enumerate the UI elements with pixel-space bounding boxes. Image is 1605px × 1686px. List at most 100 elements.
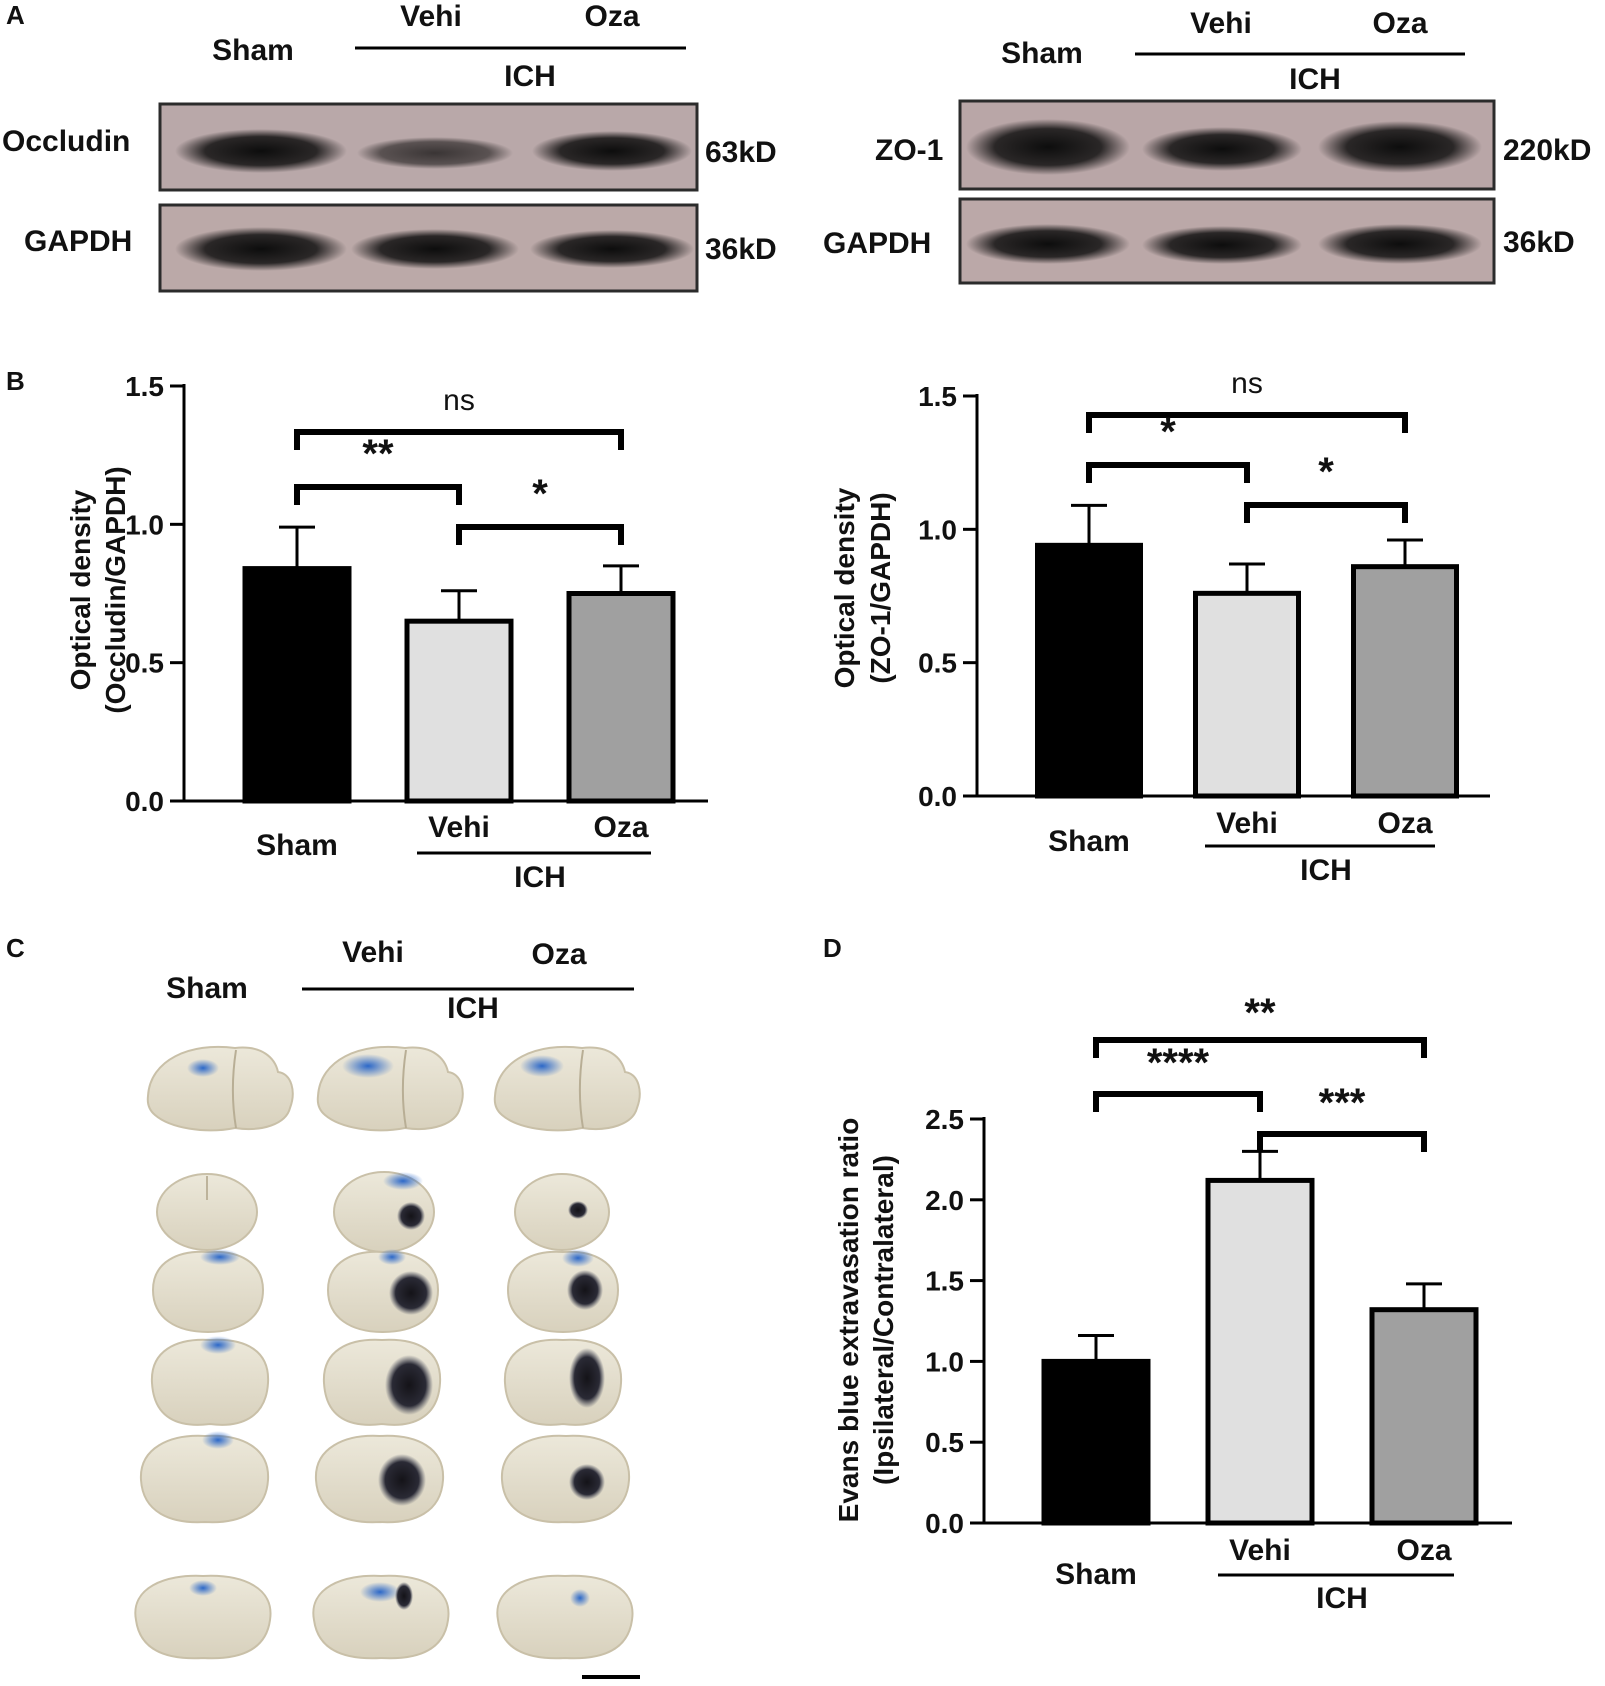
bar-oza bbox=[1369, 1307, 1479, 1526]
y-tick-label: 2.0 bbox=[925, 1185, 964, 1216]
blot1-loading-label: GAPDH bbox=[24, 225, 132, 258]
blot2-band-oza bbox=[1318, 121, 1482, 173]
blot1-header-sham: Sham bbox=[212, 34, 294, 67]
blot1-gapdh-oza bbox=[530, 230, 694, 268]
blot1-target-label: Occludin bbox=[2, 125, 130, 158]
blot1-target-kd: 63kD bbox=[705, 136, 777, 169]
bar-sham bbox=[1041, 1358, 1151, 1526]
bar-oza bbox=[1351, 564, 1459, 799]
y-tick-label: 1.5 bbox=[918, 381, 957, 412]
blot1-band-oza bbox=[532, 131, 692, 171]
blot2-gapdh-sham bbox=[966, 224, 1130, 264]
x-label-oza: Oza bbox=[1377, 807, 1432, 840]
significance-label: * bbox=[532, 472, 548, 516]
significance-bracket bbox=[1086, 412, 1408, 433]
slice-sham-1 bbox=[156, 1173, 258, 1251]
x-label-oza: Oza bbox=[593, 811, 648, 844]
whole-brain-vehi bbox=[316, 1045, 464, 1132]
panel-c: C Sham Vehi Oza ICH bbox=[6, 933, 641, 1679]
hematoma-vehi-3 bbox=[385, 1355, 433, 1415]
x-label-vehi: Vehi bbox=[428, 811, 490, 844]
blot2-header-sham: Sham bbox=[1001, 37, 1083, 70]
panelc-header-sham: Sham bbox=[166, 972, 248, 1005]
y-axis-label-2: (ZO-1/GAPDH) bbox=[865, 492, 896, 683]
x-label-sham: Sham bbox=[1048, 825, 1130, 858]
panel-letter-d: D bbox=[823, 933, 842, 963]
bar-sham bbox=[242, 566, 352, 804]
blot1-band-sham bbox=[175, 129, 347, 173]
y-axis-label: Optical density bbox=[65, 489, 96, 690]
y-tick-label: 0.0 bbox=[125, 786, 164, 817]
significance-label: *** bbox=[1319, 1081, 1366, 1125]
significance-bracket bbox=[456, 524, 624, 545]
significance-bracket bbox=[1093, 1091, 1263, 1112]
blot1-loading-strip bbox=[158, 203, 699, 293]
slice-oza-1 bbox=[514, 1173, 610, 1251]
blot2-target-kd: 220kD bbox=[1503, 134, 1591, 167]
blot2-header-vehi: Vehi bbox=[1190, 7, 1252, 40]
slice-oza-3 bbox=[503, 1338, 623, 1426]
significance-bracket bbox=[1244, 502, 1408, 523]
blot2-loading-kd: 36kD bbox=[1503, 226, 1575, 259]
panelc-header-oza: Oza bbox=[531, 938, 586, 971]
hematoma-oza-3 bbox=[569, 1348, 605, 1408]
y-tick-label: 0.0 bbox=[918, 781, 957, 812]
slice-sham-4 bbox=[139, 1431, 270, 1524]
hematoma-oza-4 bbox=[569, 1464, 605, 1500]
panelc-header-ich: ICH bbox=[447, 992, 499, 1025]
blot2-header-oza: Oza bbox=[1372, 7, 1427, 40]
blot2-header-ich: ICH bbox=[1289, 63, 1341, 96]
significance-label: * bbox=[1318, 450, 1334, 494]
blot2-gapdh-vehi bbox=[1142, 226, 1302, 264]
blot2-target-label: ZO-1 bbox=[875, 134, 943, 167]
blot2-gapdh-oza bbox=[1318, 224, 1482, 264]
x-label-sham: Sham bbox=[1055, 1558, 1137, 1591]
blot1-header-vehi: Vehi bbox=[400, 0, 462, 33]
y-axis-label-2: (Occludin/GAPDH) bbox=[100, 466, 131, 713]
chart-zo1: 0.0 0.5 1.0 1.5 Optical density (ZO-1/GAPDH) S… bbox=[829, 367, 1490, 887]
significance-label: **** bbox=[1147, 1041, 1210, 1085]
panel-letter-b: B bbox=[6, 366, 25, 396]
y-axis-label: Evans blue extravasation ratio bbox=[833, 1118, 864, 1523]
y-tick-label: 0.5 bbox=[125, 648, 164, 679]
hematoma-vehi-1 bbox=[397, 1202, 425, 1230]
blot1-loading-kd: 36kD bbox=[705, 233, 777, 266]
significance-label: ** bbox=[362, 432, 394, 476]
panel-letter-c: C bbox=[6, 933, 25, 963]
slice-vehi-4 bbox=[314, 1434, 445, 1524]
slice-sham-5 bbox=[134, 1574, 272, 1660]
slice-vehi-5 bbox=[312, 1574, 450, 1660]
bar-sham bbox=[1035, 542, 1143, 799]
whole-brain-oza bbox=[493, 1045, 641, 1132]
significance-label: * bbox=[1160, 410, 1176, 454]
slice-oza-5 bbox=[496, 1574, 634, 1660]
slice-oza-4 bbox=[500, 1434, 631, 1524]
chart-evans-blue: 0.0 0.5 1.0 1.5 2.0 2.5 Evans blue extravasati… bbox=[833, 991, 1512, 1615]
blot1-header-oza: Oza bbox=[584, 0, 639, 33]
x-label-oza: Oza bbox=[1396, 1534, 1451, 1567]
slice-vehi-3 bbox=[322, 1338, 442, 1426]
blot2-band-vehi bbox=[1142, 127, 1302, 171]
hematoma-vehi-5 bbox=[395, 1582, 413, 1610]
significance-bracket bbox=[294, 484, 462, 505]
slice-vehi-1 bbox=[333, 1171, 435, 1253]
x-label-ich: ICH bbox=[514, 861, 566, 894]
y-tick-label: 2.5 bbox=[925, 1104, 964, 1135]
blot2-band-sham bbox=[966, 119, 1130, 175]
blot2-target-strip bbox=[958, 99, 1496, 191]
blot2-loading-label: GAPDH bbox=[823, 227, 931, 260]
significance-label: ns bbox=[443, 384, 475, 417]
x-label-ich: ICH bbox=[1300, 854, 1352, 887]
hematoma-oza-1 bbox=[568, 1201, 588, 1219]
y-tick-label: 1.0 bbox=[925, 1346, 964, 1377]
blot1-gapdh-vehi bbox=[351, 229, 519, 269]
significance-bracket bbox=[294, 429, 624, 450]
x-label-ich: ICH bbox=[1316, 1582, 1368, 1615]
y-tick-label: 0.0 bbox=[925, 1508, 964, 1539]
y-tick-label: 1.0 bbox=[125, 509, 164, 540]
slice-oza-2 bbox=[506, 1249, 620, 1334]
blot1-gapdh-sham bbox=[175, 227, 347, 271]
bar-vehi bbox=[1193, 590, 1301, 799]
y-tick-label: 1.5 bbox=[925, 1266, 964, 1297]
slice-vehi-2 bbox=[326, 1249, 440, 1334]
